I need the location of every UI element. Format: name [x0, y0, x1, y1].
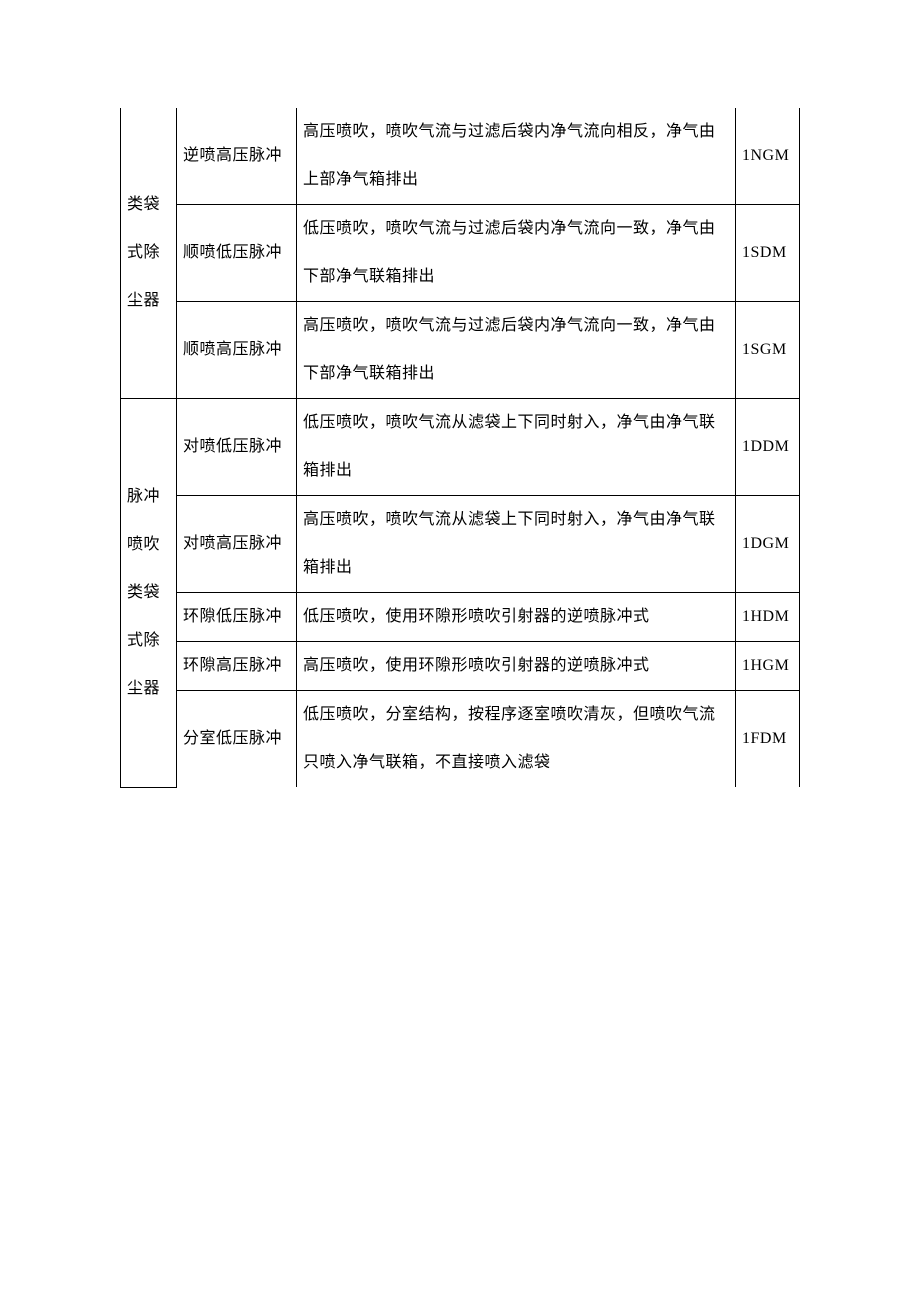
method-name-cell: 逆喷高压脉冲 — [177, 108, 297, 205]
method-code-cell: 1SGM — [736, 302, 800, 399]
method-code-cell: 1HGM — [736, 642, 800, 691]
method-name-cell: 分室低压脉冲 — [177, 691, 297, 788]
method-code-cell: 1NGM — [736, 108, 800, 205]
category-cell: 脉冲喷吹类袋式除尘器 — [121, 399, 177, 788]
method-desc-cell: 低压喷吹，使用环隙形喷吹引射器的逆喷脉冲式 — [297, 593, 736, 642]
method-code-cell: 1FDM — [736, 691, 800, 788]
method-desc-cell: 高压喷吹，喷吹气流与过滤后袋内净气流向一致，净气由下部净气联箱排出 — [297, 302, 736, 399]
method-name-cell: 对喷高压脉冲 — [177, 496, 297, 593]
method-code-cell: 1SDM — [736, 205, 800, 302]
method-name-cell: 顺喷高压脉冲 — [177, 302, 297, 399]
method-code-cell: 1DGM — [736, 496, 800, 593]
method-code-cell: 1DDM — [736, 399, 800, 496]
method-name-cell: 环隙低压脉冲 — [177, 593, 297, 642]
method-name-cell: 顺喷低压脉冲 — [177, 205, 297, 302]
method-desc-cell: 低压喷吹，喷吹气流从滤袋上下同时射入，净气由净气联箱排出 — [297, 399, 736, 496]
method-code-cell: 1HDM — [736, 593, 800, 642]
method-desc-cell: 低压喷吹，喷吹气流与过滤后袋内净气流向一致，净气由下部净气联箱排出 — [297, 205, 736, 302]
method-desc-cell: 高压喷吹，使用环隙形喷吹引射器的逆喷脉冲式 — [297, 642, 736, 691]
classification-table: 类袋式除尘器 逆喷高压脉冲 高压喷吹，喷吹气流与过滤后袋内净气流向相反，净气由上… — [120, 108, 800, 788]
category-label: 脉冲喷吹类袋式除尘器 — [127, 473, 170, 713]
method-desc-cell: 高压喷吹，喷吹气流从滤袋上下同时射入，净气由净气联箱排出 — [297, 496, 736, 593]
method-desc-cell: 低压喷吹，分室结构，按程序逐室喷吹清灰，但喷吹气流只喷入净气联箱，不直接喷入滤袋 — [297, 691, 736, 788]
method-desc-cell: 高压喷吹，喷吹气流与过滤后袋内净气流向相反，净气由上部净气箱排出 — [297, 108, 736, 205]
category-label: 类袋式除尘器 — [127, 181, 170, 325]
method-name-cell: 对喷低压脉冲 — [177, 399, 297, 496]
method-name-cell: 环隙高压脉冲 — [177, 642, 297, 691]
category-cell: 类袋式除尘器 — [121, 108, 177, 399]
document-page: 类袋式除尘器 逆喷高压脉冲 高压喷吹，喷吹气流与过滤后袋内净气流向相反，净气由上… — [0, 0, 920, 896]
